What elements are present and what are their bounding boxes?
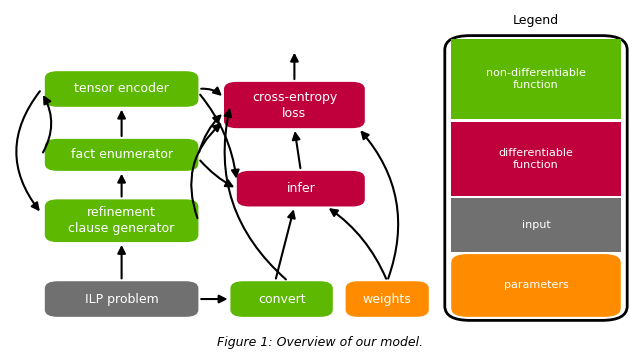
Text: differentiable
function: differentiable function <box>499 147 573 170</box>
Text: Legend: Legend <box>513 14 559 27</box>
FancyBboxPatch shape <box>45 139 198 171</box>
FancyBboxPatch shape <box>45 199 198 242</box>
Text: input: input <box>522 220 550 230</box>
Text: weights: weights <box>363 293 412 305</box>
FancyBboxPatch shape <box>230 281 333 317</box>
FancyBboxPatch shape <box>45 281 198 317</box>
FancyBboxPatch shape <box>237 171 365 206</box>
Text: infer: infer <box>287 182 315 195</box>
FancyBboxPatch shape <box>451 121 621 196</box>
Text: parameters: parameters <box>504 281 568 290</box>
FancyBboxPatch shape <box>451 198 621 252</box>
FancyBboxPatch shape <box>445 36 627 320</box>
FancyBboxPatch shape <box>451 39 621 119</box>
Text: cross-entropy
loss: cross-entropy loss <box>252 90 337 120</box>
Text: non-differentiable
function: non-differentiable function <box>486 68 586 90</box>
Text: ILP problem: ILP problem <box>84 293 159 305</box>
Text: convert: convert <box>258 293 305 305</box>
FancyBboxPatch shape <box>45 71 198 107</box>
Text: fact enumerator: fact enumerator <box>70 148 173 161</box>
Text: Figure 1: Overview of our model.: Figure 1: Overview of our model. <box>217 336 423 349</box>
FancyBboxPatch shape <box>224 82 365 128</box>
Text: refinement
clause generator: refinement clause generator <box>68 206 175 235</box>
FancyBboxPatch shape <box>451 254 621 317</box>
Text: tensor encoder: tensor encoder <box>74 83 169 95</box>
FancyBboxPatch shape <box>346 281 429 317</box>
